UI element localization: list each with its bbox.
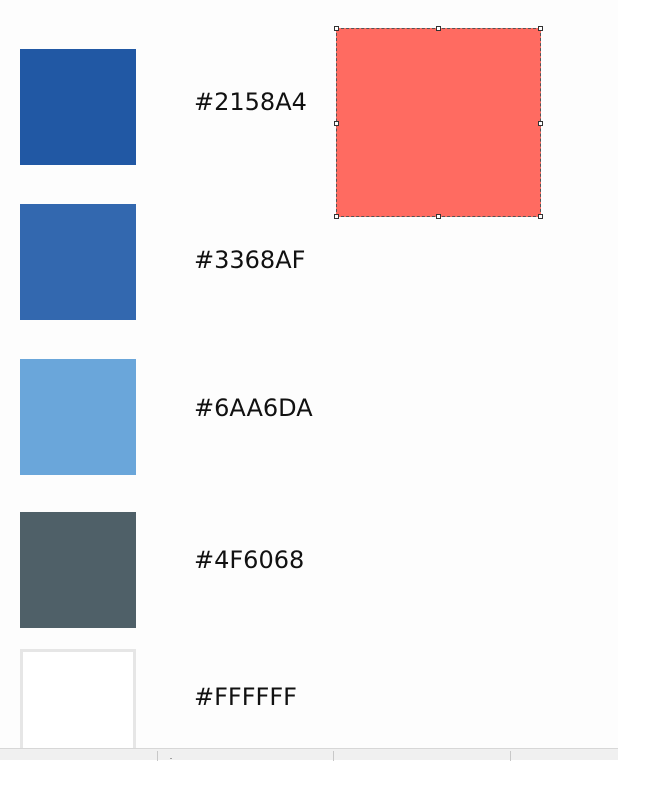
resize-handle-top-left[interactable] <box>334 26 339 31</box>
selected-rectangle[interactable] <box>334 26 543 219</box>
swatch-ffffff[interactable] <box>20 649 136 748</box>
swatch-label-2158a4: #2158A4 <box>194 88 307 116</box>
swatch-4f6068[interactable] <box>20 512 136 628</box>
status-bar <box>0 748 618 761</box>
statusbar-divider <box>510 751 511 761</box>
swatch-2158a4[interactable] <box>20 49 136 165</box>
resize-handle-top-right[interactable] <box>538 26 543 31</box>
resize-handle-right[interactable] <box>538 121 543 126</box>
swatch-6aa6da[interactable] <box>20 359 136 475</box>
swatch-label-ffffff: #FFFFFF <box>194 683 297 711</box>
selection-size-icon <box>342 752 352 759</box>
resize-handle-bottom[interactable] <box>436 214 441 219</box>
swatch-label-3368af: #3368AF <box>194 246 306 274</box>
resize-handle-top[interactable] <box>436 26 441 31</box>
statusbar-divider <box>157 751 158 761</box>
cursor-position-icon <box>166 752 176 759</box>
resize-handle-bottom-left[interactable] <box>334 214 339 219</box>
resize-handle-bottom-right[interactable] <box>538 214 543 219</box>
drawing-canvas[interactable]: #2158A4 #3368AF #6AA6DA #4F6068 #FFFFFF <box>0 0 618 748</box>
swatch-label-4f6068: #4F6068 <box>194 546 305 574</box>
swatch-3368af[interactable] <box>20 204 136 320</box>
resize-handle-left[interactable] <box>334 121 339 126</box>
statusbar-divider <box>333 751 334 761</box>
swatch-label-6aa6da: #6AA6DA <box>194 394 313 422</box>
